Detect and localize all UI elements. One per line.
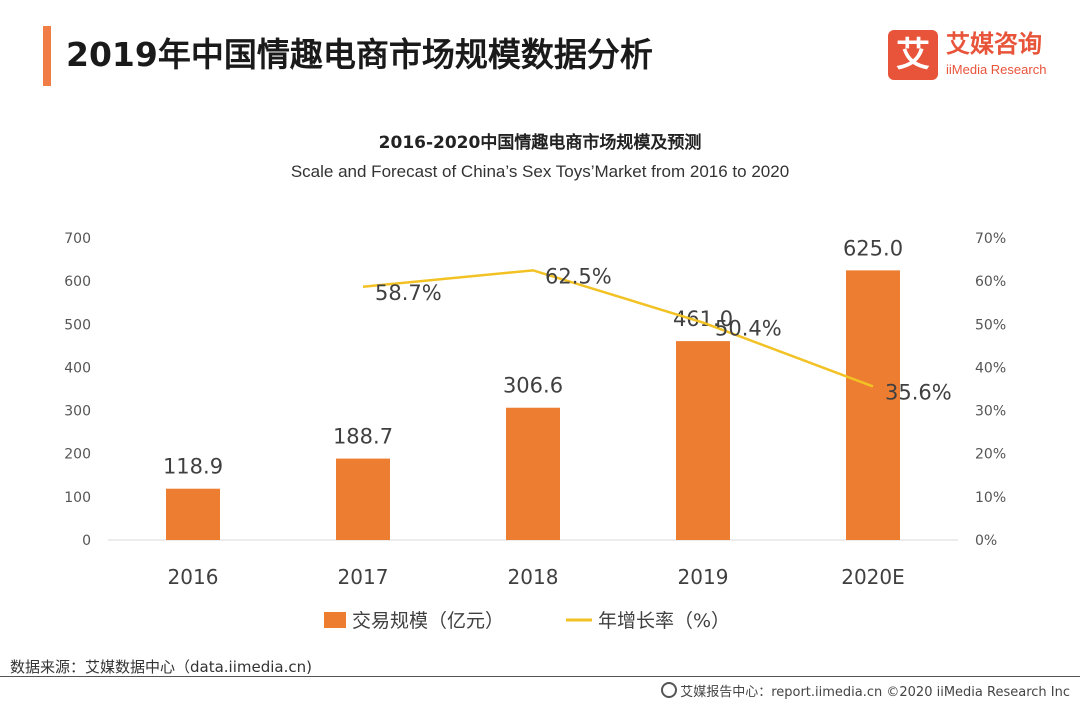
left-axis-tick-label: 300	[64, 404, 91, 420]
right-axis-tick-label: 20%	[975, 447, 1006, 463]
x-tick-label: 2016	[168, 565, 219, 589]
right-axis-tick-label: 60%	[975, 274, 1006, 290]
left-axis-tick-label: 100	[64, 490, 91, 506]
footer-text: 艾媒报告中心：report.iimedia.cn ©2020 iiMedia R…	[680, 685, 1070, 700]
bar-value-label: 306.6	[503, 374, 563, 398]
line-value-label: 62.5%	[545, 264, 612, 288]
x-tick-label: 2019	[678, 565, 729, 589]
line-value-label: 50.4%	[715, 317, 782, 341]
page-title: 2019年中国情趣电商市场规模数据分析	[66, 35, 653, 74]
bar	[506, 407, 560, 540]
line-value-label: 58.7%	[375, 281, 442, 305]
right-axis-tick-label: 70%	[975, 231, 1006, 247]
line-value-label: 35.6%	[885, 380, 952, 404]
report-center-icon	[661, 682, 678, 698]
chart-title: 2016-2020中国情趣电商市场规模及预测	[378, 133, 702, 153]
left-axis: 0 100 200 300 400 500 600 700	[64, 231, 91, 549]
left-axis-tick-label: 0	[82, 533, 91, 549]
chart-legend: 交易规模（亿元） 年增长率（%）	[324, 610, 730, 632]
left-axis-tick-label: 700	[64, 231, 91, 247]
bar	[336, 458, 390, 540]
data-source: 数据来源：艾媒数据中心（data.iimedia.cn)	[10, 658, 312, 676]
bar-data-labels: 118.9 188.7 306.6 461.0 625.0	[163, 236, 903, 478]
x-tick-label: 2020E	[841, 565, 905, 589]
left-axis-tick-label: 400	[64, 360, 91, 376]
x-tick-label: 2017	[338, 565, 389, 589]
right-axis: 0% 10% 20% 30% 40% 50% 60% 70%	[975, 231, 1006, 549]
combo-chart: 0 100 200 300 400 500 600 700 0% 10% 20% 30% 40% 50%…	[64, 231, 1006, 632]
bar-value-label: 188.7	[333, 425, 393, 449]
bar-value-label: 625.0	[843, 236, 903, 260]
bar	[846, 270, 900, 540]
right-axis-tick-label: 40%	[975, 360, 1006, 376]
legend-bar-label: 交易规模（亿元）	[352, 610, 504, 632]
bar-value-label: 461.0	[673, 307, 733, 331]
right-axis-tick-label: 50%	[975, 317, 1006, 333]
legend-line-label: 年增长率（%）	[598, 610, 730, 632]
x-axis-ticks: 2016 2017 2018 2019 2020E	[168, 565, 905, 589]
legend-bar-swatch	[324, 612, 346, 628]
iimedia-logo: 艾 艾媒咨询 iiMedia Research	[888, 30, 1063, 82]
bar	[676, 341, 730, 540]
right-axis-tick-label: 0%	[975, 533, 997, 549]
right-axis-tick-label: 30%	[975, 404, 1006, 420]
bar	[166, 488, 220, 540]
left-axis-tick-label: 200	[64, 447, 91, 463]
left-axis-tick-label: 500	[64, 317, 91, 333]
logo-mark-icon: 艾	[888, 30, 938, 80]
x-tick-label: 2018	[508, 565, 559, 589]
chart-subtitle: Scale and Forecast of China’s Sex Toys’M…	[290, 162, 790, 181]
bar-value-label: 118.9	[163, 455, 223, 479]
logo-text-en: iiMedia Research	[946, 62, 1047, 77]
growth-rate-line	[362, 269, 874, 388]
line-data-labels: 58.7% 62.5% 50.4% 35.6%	[375, 264, 952, 404]
footer-divider	[0, 676, 1080, 677]
logo-text-cn: 艾媒咨询	[946, 30, 1042, 58]
title-accent-bar	[43, 26, 51, 86]
footer: 艾媒报告中心：report.iimedia.cn ©2020 iiMedia R…	[661, 681, 1070, 700]
right-axis-tick-label: 10%	[975, 490, 1006, 506]
left-axis-tick-label: 600	[64, 274, 91, 290]
bar-series	[166, 270, 900, 540]
